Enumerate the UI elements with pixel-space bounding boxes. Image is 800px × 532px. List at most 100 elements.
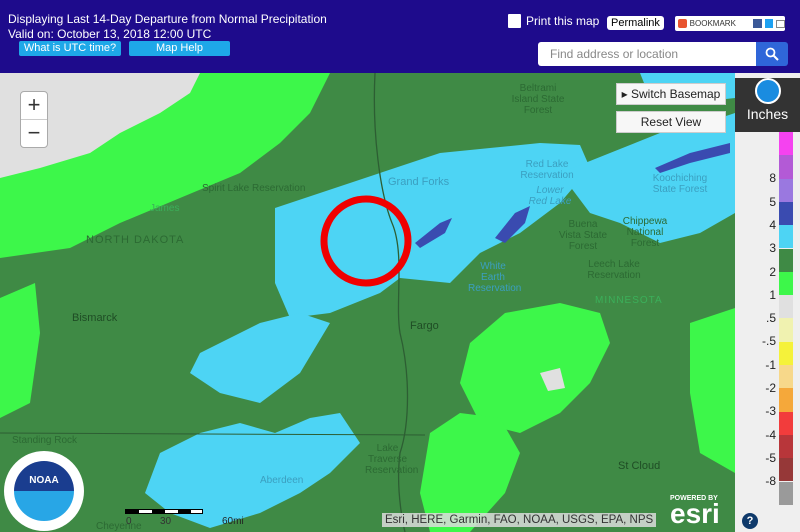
legend-label: -.5 xyxy=(761,334,776,349)
noaa-logo-text: NOAA xyxy=(14,461,74,521)
map-label: Red Lake Reservation xyxy=(520,159,574,181)
region-green-s xyxy=(420,413,520,532)
map-label: Koochiching State Forest xyxy=(652,173,708,195)
map-label: Aberdeen xyxy=(260,475,304,486)
map-label: St Cloud xyxy=(618,460,661,472)
legend-label: -2 xyxy=(765,381,776,395)
map-canvas[interactable]: Spirit Lake Reservation NORTH DAKOTA Jam… xyxy=(0,73,735,532)
legend-label: .5 xyxy=(765,311,776,326)
zoom-in-button[interactable]: + xyxy=(21,92,47,120)
legend-swatch xyxy=(779,365,793,389)
region-green-center xyxy=(460,303,610,433)
map-label: Beltrami Island State Forest xyxy=(511,83,565,116)
scale-label: 30 xyxy=(160,516,172,527)
region-green-e xyxy=(690,308,735,473)
scale-label: 0 xyxy=(126,516,132,527)
legend-unit: Inches xyxy=(746,106,789,122)
map-label: Standing Rock xyxy=(12,435,78,446)
legend-swatch xyxy=(779,201,793,226)
legend-swatch xyxy=(779,481,793,505)
title-valid-date: Valid on: October 13, 2018 12:00 UTC xyxy=(8,27,212,41)
bookmark-label: BOOKMARK xyxy=(689,19,736,28)
email-icon[interactable] xyxy=(776,19,785,28)
esri-powered-text: POWERED BY xyxy=(670,495,718,502)
legend-label: -4 xyxy=(765,427,776,442)
legend-swatch xyxy=(779,295,793,319)
map-label: Bismarck xyxy=(72,312,118,324)
region-blue-w xyxy=(190,313,330,403)
map-label: Lower Red Lake xyxy=(528,185,572,207)
legend-swatch xyxy=(779,132,793,156)
region-green-w xyxy=(0,283,40,418)
permalink-button[interactable]: Permalink xyxy=(607,16,664,30)
legend-label: 4 xyxy=(769,217,776,232)
legend-panel: Inches 8 5 4 3 2 1 .5 -.5 -1 -2 -3 -4 -5 -8 ? xyxy=(735,73,800,532)
switch-basemap-label: Switch Basemap xyxy=(630,87,721,101)
reset-view-button[interactable]: Reset View xyxy=(616,111,726,133)
print-map-button[interactable]: Print this map xyxy=(508,14,599,28)
noaa-small-logo xyxy=(754,78,781,104)
esri-logo-text: esri xyxy=(670,498,720,529)
region-darkblue-3 xyxy=(655,143,730,173)
legend-label: 5 xyxy=(769,194,776,209)
legend-swatch xyxy=(779,388,793,412)
red-river xyxy=(373,73,409,532)
legend-swatch xyxy=(779,434,793,459)
legend-label: 2 xyxy=(769,264,776,279)
legend-help-button[interactable]: ? xyxy=(742,513,758,529)
legend-swatch xyxy=(779,458,793,482)
scale-bar xyxy=(125,509,203,514)
scale-label: 60mi xyxy=(222,516,244,527)
legend-label: -5 xyxy=(765,450,776,465)
legend-label: 1 xyxy=(769,287,776,302)
map-label: James xyxy=(150,203,180,214)
region-darkblue-2 xyxy=(495,206,530,243)
region-blue-ne xyxy=(560,113,735,243)
map-label: Lake Traverse Reservation xyxy=(365,443,419,476)
facebook-icon[interactable] xyxy=(752,19,762,28)
map-label: Grand Forks xyxy=(388,176,450,188)
search-button[interactable] xyxy=(756,42,788,66)
region-darkblue-1 xyxy=(415,218,452,248)
map-label: Chippewa National Forest xyxy=(622,216,668,249)
highlight-circle xyxy=(320,195,412,287)
search-input[interactable]: Find address or location xyxy=(538,42,756,66)
legend-swatch xyxy=(779,341,793,365)
map-label: White Earth Reservation xyxy=(468,261,522,294)
attribution: Esri, HERE, Garmin, FAO, NOAA, USGS, EPA… xyxy=(382,513,657,527)
switch-basemap-button[interactable]: ▸ Switch Basemap xyxy=(616,83,726,105)
twitter-icon[interactable] xyxy=(764,19,774,28)
esri-logo: POWERED BY esri xyxy=(670,495,720,529)
map-label: Buena Vista State Forest xyxy=(558,219,608,252)
legend-swatch xyxy=(779,271,793,296)
utc-time-button[interactable]: What is UTC time? xyxy=(19,41,121,56)
legend-label: -1 xyxy=(765,357,776,372)
noaa-logo: NOAA xyxy=(4,451,84,531)
legend-swatch xyxy=(779,411,793,435)
map-help-button[interactable]: Map Help xyxy=(129,41,230,56)
legend-header: Inches xyxy=(735,78,800,132)
legend-label: -8 xyxy=(765,474,776,489)
legend-swatch xyxy=(779,178,793,202)
title-product: Displaying Last 14-Day Departure from No… xyxy=(8,12,327,26)
print-label: Print this map xyxy=(526,14,600,28)
plus-icon xyxy=(678,19,687,28)
map-label: Spirit Lake Reservation xyxy=(202,183,306,194)
printer-icon xyxy=(508,14,521,28)
map-title: Displaying Last 14-Day Departure from No… xyxy=(8,12,327,42)
map-label: Leech Lake Reservation xyxy=(587,259,641,281)
legend-label: 8 xyxy=(769,171,776,186)
map-label: MINNESOTA xyxy=(595,295,663,306)
bookmark-button[interactable]: BOOKMARK xyxy=(675,16,785,31)
legend-swatch xyxy=(779,225,793,249)
map-label: NORTH DAKOTA xyxy=(86,234,185,246)
search-icon xyxy=(765,47,779,61)
region-gray-se xyxy=(540,368,565,391)
legend-label: -3 xyxy=(765,404,776,419)
legend-swatch xyxy=(779,318,793,342)
legend-label: 3 xyxy=(769,241,776,256)
zoom-control: + − xyxy=(20,91,48,148)
header: Displaying Last 14-Day Departure from No… xyxy=(0,0,800,73)
zoom-out-button[interactable]: − xyxy=(27,120,41,145)
legend-swatch xyxy=(779,248,793,272)
